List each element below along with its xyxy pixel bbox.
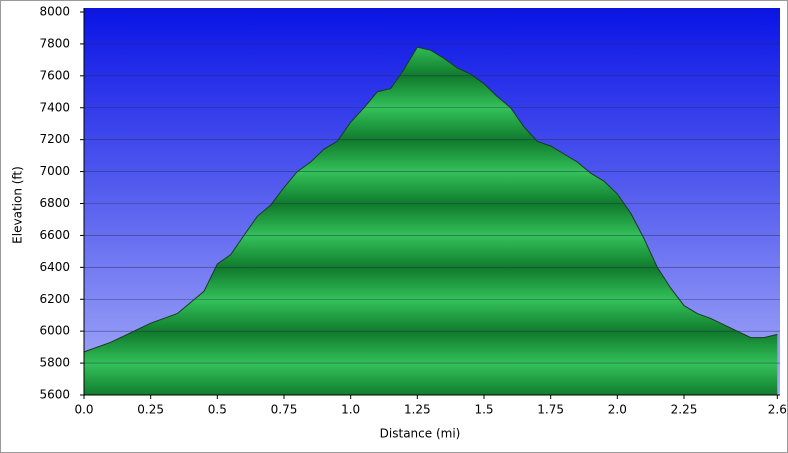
x-tick-label: 1.5 xyxy=(474,403,493,417)
y-tick-label: 7200 xyxy=(39,132,70,146)
y-tick-label: 8000 xyxy=(39,5,70,19)
y-tick-label: 6800 xyxy=(39,196,70,210)
y-tick-label: 6600 xyxy=(39,228,70,242)
x-tick-label: 2.25 xyxy=(671,403,698,417)
x-tick-label: 1.25 xyxy=(404,403,431,417)
y-tick-label: 5600 xyxy=(39,388,70,402)
y-tick-label: 5800 xyxy=(39,356,70,370)
elevation-area xyxy=(84,47,778,395)
x-tick-label: 0.25 xyxy=(137,403,164,417)
y-axis-label: Elevation (ft) xyxy=(11,166,25,244)
x-tick-label: 2.6 xyxy=(768,403,787,417)
x-tick-label: 0.0 xyxy=(74,403,93,417)
x-tick-label: 0.75 xyxy=(271,403,298,417)
x-axis-label: Distance (mi) xyxy=(380,427,461,441)
y-tick-label: 7600 xyxy=(39,68,70,82)
y-tick-label: 7800 xyxy=(39,36,70,50)
x-tick-label: 0.5 xyxy=(208,403,227,417)
y-tick-label: 6400 xyxy=(39,260,70,274)
x-tick-label: 2.0 xyxy=(608,403,627,417)
y-tick-label: 7000 xyxy=(39,164,70,178)
y-tick-label: 6000 xyxy=(39,324,70,338)
x-tick-label: 1.0 xyxy=(341,403,360,417)
x-tick-label: 1.75 xyxy=(537,403,564,417)
y-tick-label: 7400 xyxy=(39,100,70,114)
y-tick-label: 6200 xyxy=(39,292,70,306)
